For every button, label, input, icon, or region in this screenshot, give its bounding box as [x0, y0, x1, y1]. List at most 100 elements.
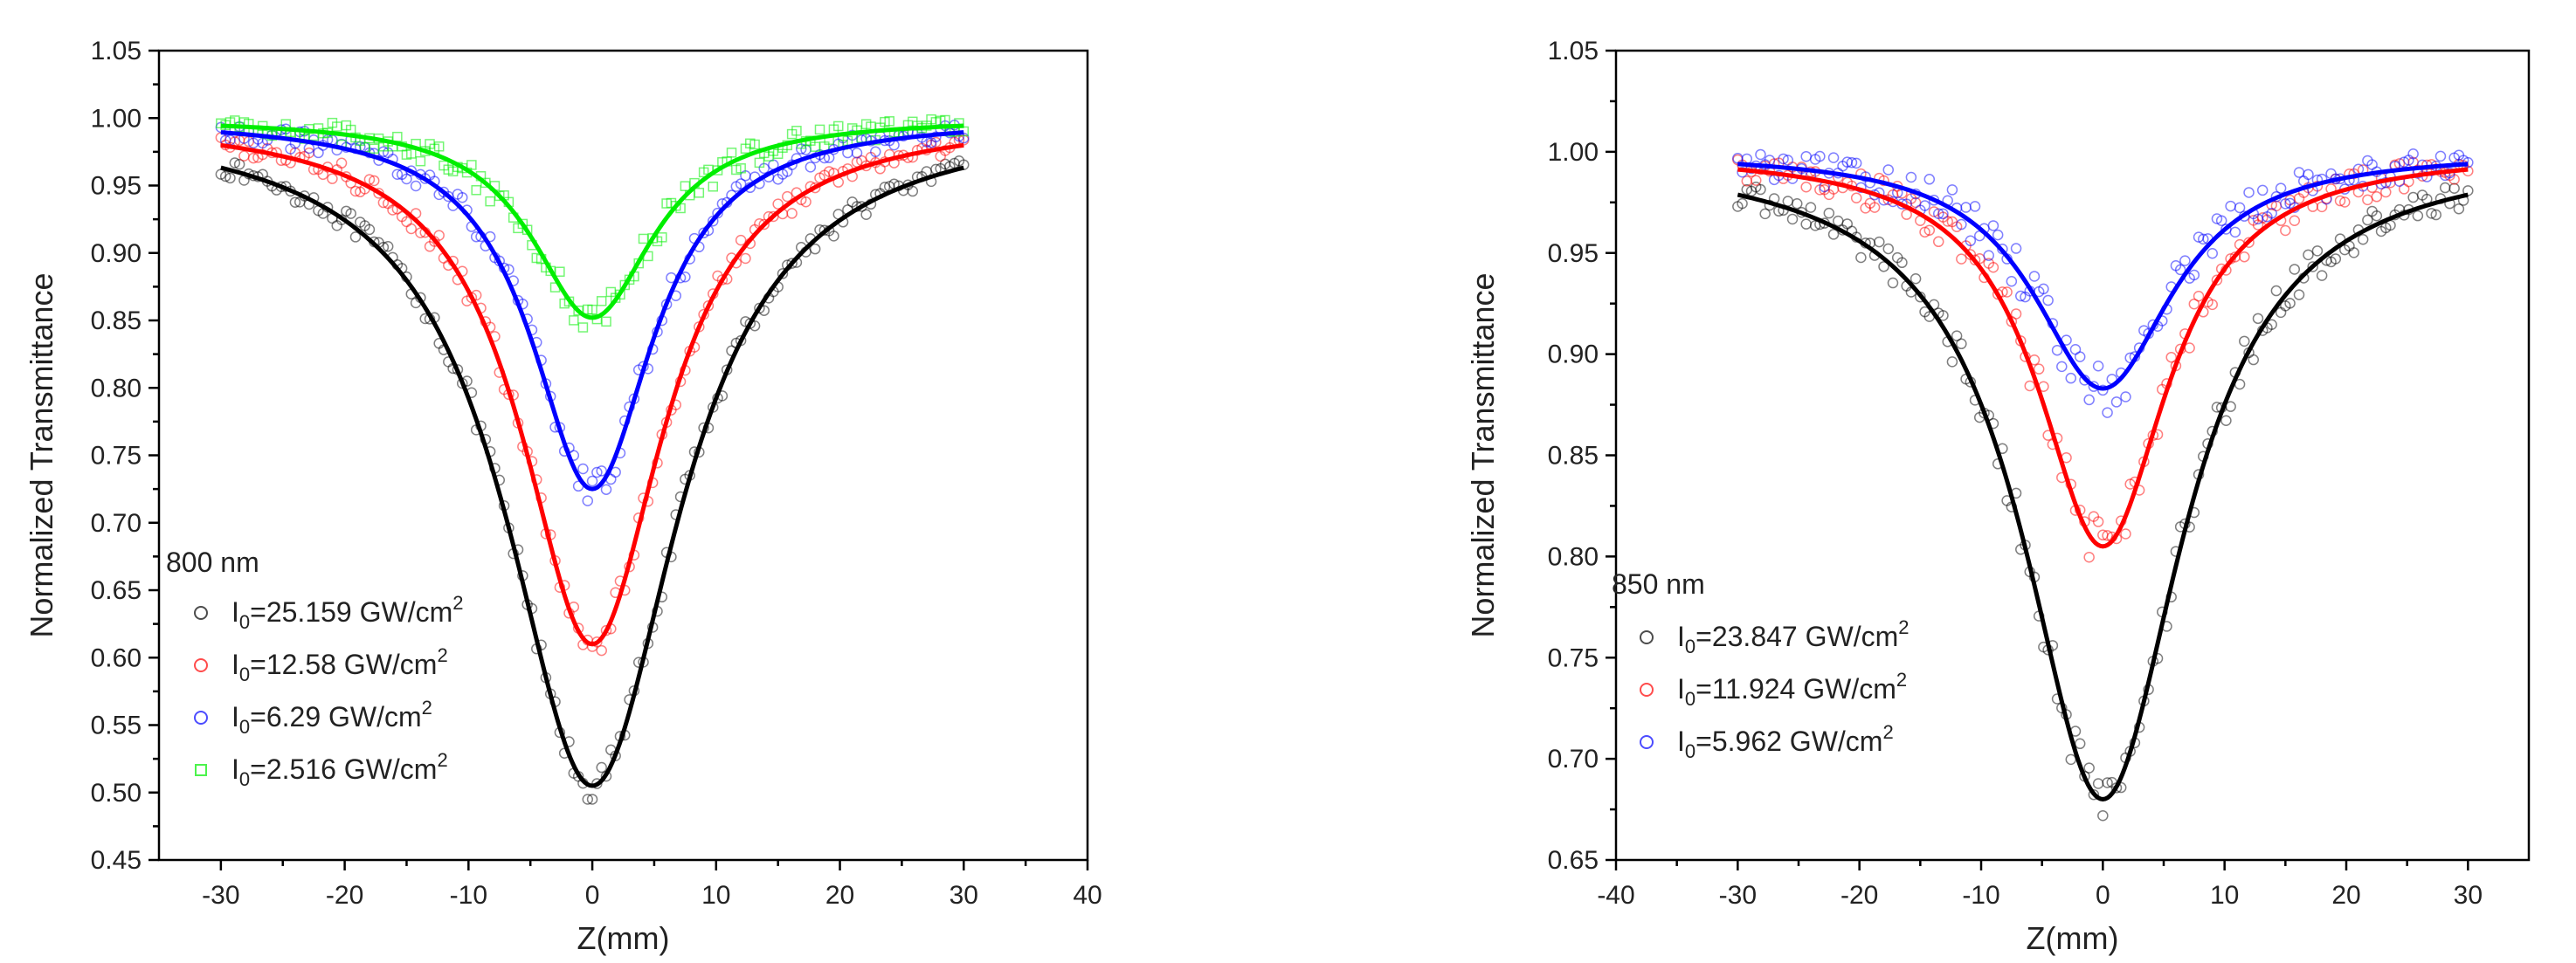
chart-800nm-series-3-point: [392, 131, 403, 142]
chart-850nm-series-2-point: [2275, 182, 2287, 194]
chart-800nm-series-3-fit-line: [220, 123, 964, 320]
chart-850nm-series-2-point: [1800, 150, 1812, 162]
chart-850nm-series-2-point: [2097, 384, 2109, 396]
chart-850nm-series-1-point: [2033, 363, 2045, 375]
chart-850nm-ytick-label: 0.80: [1548, 542, 1599, 571]
chart-850nm-x-axis-title: Z(mm): [2027, 920, 2119, 956]
chart-800nm-ytick-label: 0.50: [91, 779, 142, 808]
chart-850nm-xtick-label: 30: [2454, 881, 2483, 910]
chart-800nm-series-3-point: [555, 266, 565, 277]
chart-850nm-series-1-point: [2083, 551, 2095, 563]
chart-850nm-series-2-point: [2069, 344, 2082, 355]
chart-850nm-series-0-point: [2407, 191, 2419, 203]
chart-850nm-series-1-point: [1987, 261, 1999, 273]
chart-850nm-series-0-point: [2284, 298, 2296, 309]
chart-850nm-series-2-point: [1960, 202, 1972, 213]
chart-850nm-ytick-label: 0.85: [1548, 442, 1599, 471]
chart-800nm-series-2-point: [470, 230, 482, 243]
chart-850nm-legend-symbol: [1640, 735, 1654, 749]
chart-850nm-series-0-point: [2371, 210, 2383, 222]
chart-800nm-series-2-point: [577, 463, 589, 475]
chart-800nm-series-2-point: [851, 148, 863, 159]
chart-850nm-xtick-label: 0: [2096, 881, 2110, 910]
chart-800nm-series-0-point: [879, 182, 891, 193]
chart-850nm-ytick-label: 1.05: [1548, 37, 1599, 65]
chart-850nm-legend-symbol: [1640, 630, 1654, 644]
chart-850nm-series-2-point: [2028, 271, 2041, 282]
chart-850nm-series-0-point: [2348, 247, 2359, 258]
chart-800nm-series-0-point: [907, 185, 919, 197]
chart-800nm-series-3-point: [657, 232, 667, 243]
chart-800nm-legend-label: I0=25.159 GW/cm2: [231, 592, 463, 633]
chart-850nm-series-0-point: [1737, 197, 1748, 210]
chart-850nm-series-0-point: [2270, 285, 2282, 297]
chart-850nm-series-2-point: [2303, 169, 2314, 181]
chart-800nm-series-3-point: [569, 315, 579, 326]
chart-850nm-series-2-point: [1814, 150, 1826, 162]
chart-850nm-series-2-point: [2280, 198, 2291, 210]
chart-850nm-series-1-point: [2339, 196, 2351, 208]
chart-800nm-legend-symbol: [194, 658, 208, 672]
chart-850nm-series-0-point: [2088, 788, 2100, 801]
chart-850nm-series-1-point: [2243, 237, 2255, 248]
chart-850nm-series-0-point: [2430, 209, 2442, 221]
chart-850nm-series-0-point: [1896, 257, 1908, 269]
chart-850nm-series-0-point: [2266, 319, 2277, 330]
chart-850nm-series-2-point: [1932, 208, 1944, 220]
chart-800nm-series-0-point: [582, 794, 594, 805]
chart-850nm-series-2-point: [1937, 208, 1949, 220]
chart-800nm-series-1-point: [335, 157, 348, 169]
chart-800nm-series-0-point: [345, 208, 356, 219]
chart-850nm-series-0-point: [1937, 310, 1949, 321]
chart-800nm-series-2-point: [391, 169, 404, 181]
chart-800nm-xtick-label: 0: [585, 881, 600, 910]
chart-850nm-series-2-point: [2174, 264, 2186, 276]
chart-850nm-series-1-point: [2289, 215, 2301, 226]
chart-850nm-series-0-point: [2083, 762, 2095, 774]
chart-850nm-series-2-point: [2198, 233, 2209, 245]
chart-850nm-series-1-point: [2207, 299, 2218, 311]
chart-800nm-series-1-point: [800, 196, 811, 208]
chart-800nm-series-0-point: [363, 224, 376, 236]
chart-850nm-series-0-point: [2074, 738, 2086, 750]
chart-850nm-series-0-point: [2303, 249, 2314, 261]
chart-850nm-xtick-label: -30: [1719, 881, 1757, 910]
chart-850nm-series-2-point: [1987, 220, 1999, 231]
chart-850nm-series-2-point: [1983, 250, 1994, 261]
chart-800nm-series-1-point: [596, 644, 607, 657]
chart-850nm-series-2-point: [2102, 407, 2113, 418]
chart-850nm-series-0-point: [1759, 208, 1771, 220]
chart-850nm-series-0-point: [2097, 809, 2109, 822]
chart-800nm-series-2-point: [870, 146, 881, 158]
chart-800nm-series-3-point: [466, 160, 477, 170]
chart-850nm-svg: 0.65 0.70 0.75 0.80 0.85 0.90 0.95 1.00 1.05 -40 -…: [1465, 37, 2531, 956]
chart-850nm-series-0-point: [2311, 245, 2324, 257]
chart-850nm-series-2-point: [1782, 155, 1794, 166]
chart-850nm-series-1-point: [2184, 342, 2195, 354]
chart-800nm-series-1-point: [238, 150, 250, 162]
chart-850nm-series-0-point: [2439, 182, 2451, 194]
chart-800nm-y-axis-title: Normalized Transmittance: [24, 272, 59, 637]
chart-850nm-series-0-point: [2275, 306, 2287, 319]
chart-850nm-series-1-point: [2334, 195, 2346, 207]
chart-800nm-series-3-point: [485, 196, 495, 207]
chart-800nm-series-2-point: [712, 207, 723, 219]
chart-850nm-series-2-fit-line: [1737, 162, 2469, 391]
chart-850nm-series-2-point: [2110, 396, 2123, 408]
chart-850nm-legend-label: I0=5.962 GW/cm2: [1677, 721, 1894, 762]
chart-850nm-series-2-point: [2056, 361, 2068, 373]
chart-850nm-ytick-label: 0.75: [1548, 643, 1599, 672]
chart-800nm-series-1-point: [786, 208, 798, 219]
chart-850nm-series-0-point: [1800, 218, 1812, 230]
chart-800nm-ytick-label: 0.60: [91, 643, 142, 672]
chart-800nm-series-3-point: [884, 116, 894, 127]
chart-850nm-series-2-point: [1956, 218, 1967, 230]
chart-850nm-series-1-point: [2001, 286, 2013, 298]
chart-800nm-series-2-point: [410, 180, 422, 192]
chart-850nm-series-0-point: [2362, 214, 2373, 226]
chart-850nm-series-2-point: [2015, 290, 2027, 302]
chart-800nm-ytick-label: 0.55: [91, 712, 142, 740]
chart-800nm-series-2-fit-line: [220, 130, 964, 492]
chart-800nm-xtick-label: 30: [950, 881, 978, 910]
chart-800nm-series-1-point: [600, 624, 612, 636]
